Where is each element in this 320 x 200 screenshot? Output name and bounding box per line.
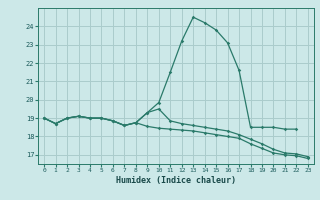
- X-axis label: Humidex (Indice chaleur): Humidex (Indice chaleur): [116, 176, 236, 185]
